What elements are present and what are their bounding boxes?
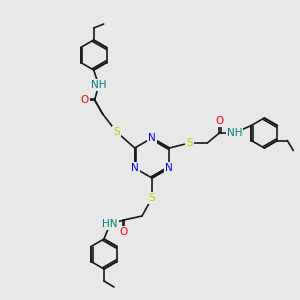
Text: S: S	[186, 138, 193, 148]
Text: NH: NH	[226, 128, 242, 138]
Text: HN: HN	[102, 219, 118, 229]
Text: S: S	[149, 193, 155, 203]
Text: N: N	[148, 133, 156, 143]
Text: N: N	[165, 163, 173, 173]
Text: O: O	[120, 227, 128, 237]
Text: S: S	[113, 127, 120, 137]
Text: NH: NH	[91, 80, 106, 90]
Text: N: N	[131, 163, 139, 173]
Text: O: O	[215, 116, 224, 126]
Text: O: O	[81, 95, 89, 105]
